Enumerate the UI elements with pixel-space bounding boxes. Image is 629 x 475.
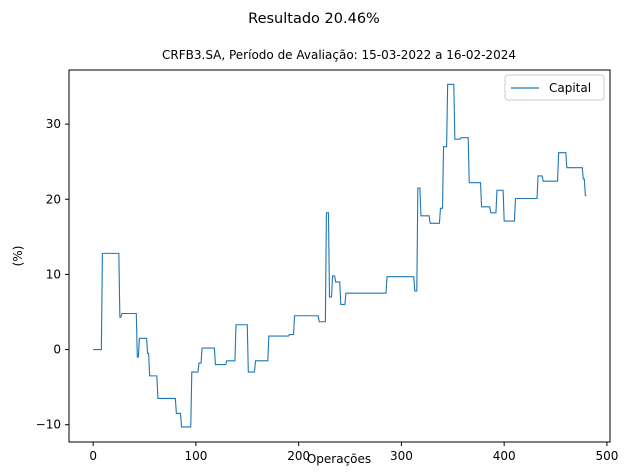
legend-label-capital: Capital: [549, 81, 591, 95]
x-tick-label: 0: [89, 449, 97, 463]
axes-frame: [68, 69, 611, 443]
chart-title: CRFB3.SA, Período de Avaliação: 15-03-20…: [162, 48, 516, 62]
y-tick-label: 30: [46, 117, 61, 131]
line-layer: [93, 83, 587, 428]
y-axis-label: (%): [11, 246, 25, 267]
y-tick-label: 10: [46, 267, 61, 281]
x-tick-label: 100: [184, 449, 207, 463]
x-tick-label: 500: [595, 449, 618, 463]
chart-suptitle: Resultado 20.46%: [248, 11, 380, 27]
y-tick-label: 0: [53, 343, 61, 357]
y-tick-label: −10: [36, 418, 61, 432]
y-axis-ticks: −10 0 10 20 30: [36, 117, 69, 432]
series-line-capital: [93, 83, 587, 428]
plot-area: [68, 69, 611, 443]
x-tick-label: 200: [287, 449, 310, 463]
legend: Capital: [504, 74, 605, 101]
legend-box: [504, 74, 605, 101]
x-axis-label: Operações: [307, 452, 371, 466]
x-tick-label: 300: [390, 449, 413, 463]
x-tick-label: 400: [493, 449, 516, 463]
y-tick-label: 20: [46, 192, 61, 206]
x-axis-ticks: 0 100 200 300 400 500: [89, 442, 618, 463]
